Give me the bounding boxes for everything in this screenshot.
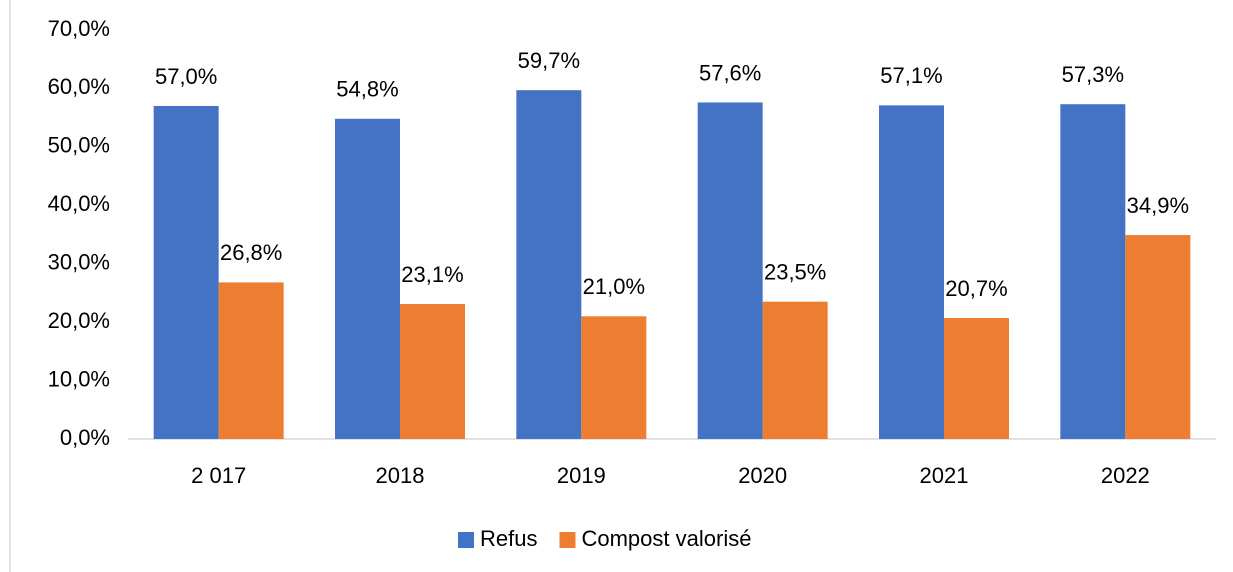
y-tick-label: 0,0%: [60, 425, 110, 450]
y-tick-label: 50,0%: [48, 133, 110, 158]
y-tick-label: 10,0%: [48, 366, 110, 391]
bar: [1060, 104, 1126, 439]
x-tick-label: 2021: [920, 463, 969, 488]
bar: [581, 316, 647, 439]
data-label: 23,5%: [764, 260, 826, 285]
bar: [697, 102, 763, 440]
bar: [335, 118, 400, 439]
x-tick-label: 2019: [557, 463, 606, 488]
bar: [153, 105, 219, 439]
y-tick-label: 40,0%: [48, 191, 110, 216]
bar: [516, 90, 582, 439]
data-label: 59,7%: [518, 48, 580, 73]
legend-swatch: [458, 532, 474, 548]
data-label: 57,3%: [1062, 62, 1124, 87]
y-tick-label: 30,0%: [48, 250, 110, 275]
x-tick-label: 2022: [1101, 463, 1150, 488]
y-tick-label: 20,0%: [48, 308, 110, 333]
data-label: 54,8%: [336, 77, 398, 102]
legend-label: Refus: [480, 526, 537, 551]
y-tick-label: 60,0%: [48, 74, 110, 99]
bar: [1125, 235, 1191, 439]
data-label: 57,0%: [155, 64, 217, 89]
data-label: 26,8%: [220, 240, 282, 265]
legend-swatch: [559, 532, 576, 548]
bar: [944, 318, 1009, 439]
y-tick-label: 70,0%: [48, 16, 110, 41]
data-label: 23,1%: [401, 262, 463, 287]
bar: [218, 282, 284, 439]
x-tick-label: 2018: [376, 463, 425, 488]
legend-label: Compost valorisé: [581, 526, 751, 551]
data-label: 57,6%: [699, 60, 761, 85]
x-tick-label: 2 017: [191, 463, 246, 488]
data-label: 57,1%: [880, 63, 942, 88]
data-label: 21,0%: [583, 274, 645, 299]
bar: [762, 301, 828, 439]
data-label: 34,9%: [1127, 193, 1189, 218]
bar: [400, 304, 465, 439]
x-tick-label: 2020: [738, 463, 787, 488]
bar: [879, 105, 944, 439]
data-label: 20,7%: [945, 276, 1007, 301]
